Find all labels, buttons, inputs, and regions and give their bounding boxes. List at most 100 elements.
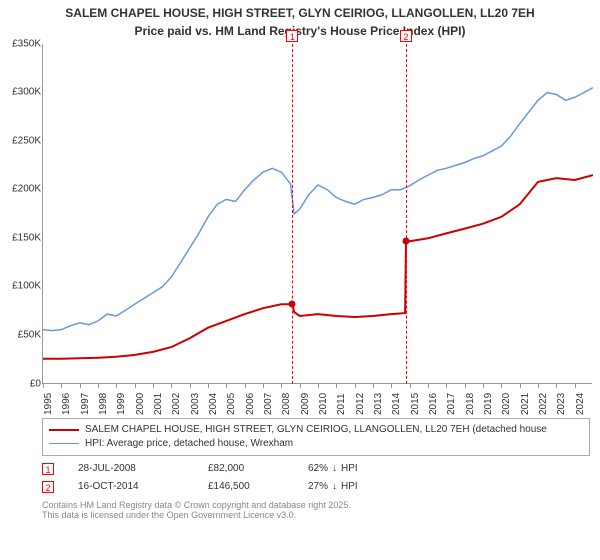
x-tick-label: 2023 [556,392,567,414]
x-tick-mark [245,384,246,388]
sale-marker-box: 1 [286,30,298,42]
x-tick-label: 2022 [538,392,549,414]
x-tick-mark [43,384,44,388]
x-tick-mark [153,384,154,388]
legend-label-hpi: HPI: Average price, detached house, Wrex… [85,438,293,449]
x-tick-mark [281,384,282,388]
y-tick-label: £250K [1,135,41,146]
x-tick-label: 2006 [245,392,256,414]
sale-dot [289,300,296,307]
y-tick-label: £50K [1,330,41,341]
y-tick-label: £300K [1,87,41,98]
chart-lines-svg [43,44,593,384]
legend-row: HPI: Average price, detached house, Wrex… [49,437,583,451]
x-tick-mark [446,384,447,388]
x-tick-label: 2014 [391,392,402,414]
x-tick-mark [226,384,227,388]
x-tick-mark [336,384,337,388]
x-tick-label: 2016 [428,392,439,414]
x-tick-mark [538,384,539,388]
x-tick-mark [135,384,136,388]
x-tick-mark [373,384,374,388]
x-tick-label: 2010 [318,392,329,414]
x-tick-mark [98,384,99,388]
x-tick-mark [190,384,191,388]
x-tick-label: 2011 [336,393,347,415]
sales-diff-label: HPI [341,463,358,474]
sales-date: 16-OCT-2014 [78,481,208,492]
x-tick-mark [556,384,557,388]
x-tick-label: 2001 [153,392,164,414]
x-tick-mark [428,384,429,388]
x-tick-label: 2007 [263,392,274,414]
x-tick-label: 2008 [281,392,292,414]
series-line-price_paid [43,175,593,359]
sales-date: 28-JUL-2008 [78,463,208,474]
chart-title-line1: SALEM CHAPEL HOUSE, HIGH STREET, GLYN CE… [0,0,600,24]
x-tick-mark [355,384,356,388]
legend-swatch-price-paid [49,429,79,431]
x-tick-label: 2021 [520,392,531,414]
x-tick-label: 2003 [190,392,201,414]
x-tick-label: 2024 [575,392,586,414]
sales-price: £146,500 [208,481,308,492]
x-tick-label: 2012 [355,392,366,414]
x-tick-mark [483,384,484,388]
x-tick-label: 2002 [171,392,182,414]
x-tick-mark [501,384,502,388]
x-tick-mark [520,384,521,388]
footer-attribution: Contains HM Land Registry data © Crown c… [42,500,590,522]
sales-diff: 27% ↓ HPI [308,481,358,492]
x-tick-mark [300,384,301,388]
series-line-hpi [43,87,593,330]
x-tick-label: 1997 [80,392,91,414]
x-tick-label: 2000 [135,392,146,414]
sales-row: 1 28-JUL-2008 £82,000 62% ↓ HPI [42,460,590,478]
sales-marker-box: 2 [42,481,54,493]
sales-row: 2 16-OCT-2014 £146,500 27% ↓ HPI [42,478,590,496]
y-tick-label: £0 [1,378,41,389]
x-tick-mark [61,384,62,388]
sales-diff: 62% ↓ HPI [308,463,358,474]
arrow-down-icon: ↓ [332,463,337,474]
arrow-down-icon: ↓ [332,481,337,492]
x-tick-mark [263,384,264,388]
x-tick-label: 2009 [300,392,311,414]
chart-container: SALEM CHAPEL HOUSE, HIGH STREET, GLYN CE… [0,0,600,560]
legend-swatch-hpi [49,443,79,444]
x-tick-mark [171,384,172,388]
legend-label-price-paid: SALEM CHAPEL HOUSE, HIGH STREET, GLYN CE… [85,424,547,435]
sale-marker-box: 2 [400,30,412,42]
x-tick-label: 2015 [410,392,421,414]
footer-line1: Contains HM Land Registry data © Crown c… [42,500,590,511]
plot-region: £0£50K£100K£150K£200K£250K£300K£350K1995… [42,44,592,384]
x-tick-mark [410,384,411,388]
sales-diff-label: HPI [341,481,358,492]
x-tick-mark [391,384,392,388]
x-tick-mark [465,384,466,388]
sales-table: 1 28-JUL-2008 £82,000 62% ↓ HPI 2 16-OCT… [42,460,590,496]
x-tick-label: 2020 [501,392,512,414]
x-tick-label: 1998 [98,392,109,414]
x-tick-label: 2018 [465,392,476,414]
sales-marker-box: 1 [42,463,54,475]
x-tick-label: 2013 [373,392,384,414]
x-tick-mark [208,384,209,388]
x-tick-mark [575,384,576,388]
x-tick-mark [80,384,81,388]
x-tick-label: 1999 [116,392,127,414]
sales-diff-pct: 62% [308,463,328,474]
x-tick-label: 2019 [483,392,494,414]
x-tick-label: 2005 [226,392,237,414]
y-tick-label: £350K [1,38,41,49]
sale-dot [403,238,410,245]
x-tick-label: 2017 [446,392,457,414]
y-tick-label: £200K [1,184,41,195]
legend-row: SALEM CHAPEL HOUSE, HIGH STREET, GLYN CE… [49,423,583,437]
sale-marker-line [406,34,407,384]
x-tick-mark [318,384,319,388]
sales-price: £82,000 [208,463,308,474]
chart-area: £0£50K£100K£150K£200K£250K£300K£350K1995… [42,44,592,414]
x-tick-label: 1996 [61,392,72,414]
legend-box: SALEM CHAPEL HOUSE, HIGH STREET, GLYN CE… [42,418,590,456]
